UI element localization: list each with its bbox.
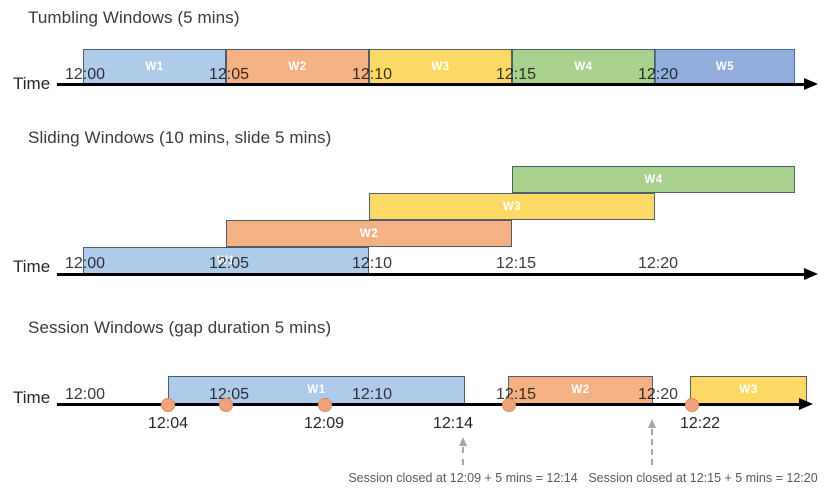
session-close-arrow-2-head-icon bbox=[648, 419, 656, 428]
sliding-window-w4: W4 bbox=[512, 166, 795, 193]
session-window-w3-label: W3 bbox=[739, 384, 758, 396]
event-label-1204: 12:04 bbox=[147, 415, 189, 432]
session-window-w2-label: W2 bbox=[571, 384, 590, 396]
tumbling-tick-1200: 12:00 bbox=[64, 66, 106, 83]
session-closed-annotation-2: Session closed at 12:15 + 5 mins = 12:20 bbox=[588, 471, 818, 485]
session-close-arrow-2-shaft bbox=[651, 429, 653, 465]
tumbling-window-w3-label: W3 bbox=[431, 60, 450, 73]
sliding-tick-1220: 12:20 bbox=[637, 255, 679, 272]
event-dot-1205 bbox=[219, 397, 233, 412]
event-dot-1209 bbox=[318, 397, 332, 412]
session-tick-1205: 12:05 bbox=[208, 386, 250, 403]
sliding-tick-1205: 12:05 bbox=[208, 255, 250, 272]
session-window-w3: W3 bbox=[690, 376, 807, 404]
tumbling-section-title: Tumbling Windows (5 mins) bbox=[28, 8, 240, 27]
sliding-window-w3-label: W3 bbox=[502, 200, 522, 213]
session-tick-1200: 12:00 bbox=[64, 386, 106, 403]
sliding-tick-1210: 12:10 bbox=[351, 255, 393, 272]
sliding-window-w2: W2 bbox=[226, 220, 512, 247]
tumbling-timeline bbox=[57, 83, 805, 86]
sliding-section-title: Sliding Windows (10 mins, slide 5 mins) bbox=[28, 128, 332, 147]
sliding-tick-1215: 12:15 bbox=[495, 255, 537, 272]
session-section-title: Session Windows (gap duration 5 mins) bbox=[28, 318, 332, 337]
tumbling-time-axis-label: Time bbox=[13, 74, 51, 93]
tumbling-tick-1205: 12:05 bbox=[208, 66, 250, 83]
session-tick-1210: 12:10 bbox=[351, 386, 393, 403]
event-label-1222: 12:22 bbox=[679, 415, 721, 432]
sliding-timeline bbox=[57, 273, 805, 276]
sliding-window-w3: W3 bbox=[369, 193, 655, 220]
tumbling-timeline-arrowhead-icon bbox=[804, 77, 818, 90]
sliding-timeline-arrowhead-icon bbox=[804, 267, 818, 280]
sliding-window-w4-label: W4 bbox=[644, 173, 663, 186]
tumbling-window-w1: W1 bbox=[83, 49, 226, 84]
session-timeline bbox=[57, 403, 800, 406]
tumbling-window-w1-label: W1 bbox=[145, 60, 164, 73]
session-timeline-arrowhead-icon bbox=[799, 397, 813, 410]
event-dot-1222 bbox=[685, 397, 699, 412]
session-time-axis-label: Time bbox=[13, 388, 51, 407]
tumbling-tick-1220: 12:20 bbox=[637, 66, 679, 83]
tumbling-window-w4-label: W4 bbox=[574, 60, 593, 73]
sliding-time-axis-label: Time bbox=[13, 257, 51, 276]
session-window-w1-label: W1 bbox=[307, 384, 326, 396]
tumbling-tick-1210: 12:10 bbox=[351, 66, 393, 83]
sliding-tick-1200: 12:00 bbox=[64, 255, 106, 272]
session-window-w1: W1 bbox=[168, 376, 465, 404]
session-closed-annotation-1: Session closed at 12:09 + 5 mins = 12:14 bbox=[348, 471, 578, 485]
event-label-1214: 12:14 bbox=[432, 415, 474, 432]
tumbling-tick-1215: 12:15 bbox=[495, 66, 537, 83]
event-dot-1215 bbox=[502, 397, 516, 412]
session-close-arrow-1-shaft bbox=[462, 447, 464, 465]
sliding-window-w1: W1 bbox=[83, 247, 369, 274]
sliding-window-w1-label: W1 bbox=[216, 254, 236, 267]
session-close-arrow-1-head-icon bbox=[459, 437, 467, 446]
event-label-1209: 12:09 bbox=[303, 415, 345, 432]
tumbling-window-w3: W3 bbox=[369, 49, 512, 84]
tumbling-window-w5-label: W5 bbox=[715, 60, 735, 73]
session-tick-1220: 12:20 bbox=[637, 386, 679, 403]
tumbling-window-w2-label: W2 bbox=[288, 60, 307, 73]
sliding-window-w2-label: W2 bbox=[359, 227, 379, 240]
event-dot-1204 bbox=[161, 397, 175, 412]
tumbling-window-w5: W5 bbox=[655, 49, 795, 84]
